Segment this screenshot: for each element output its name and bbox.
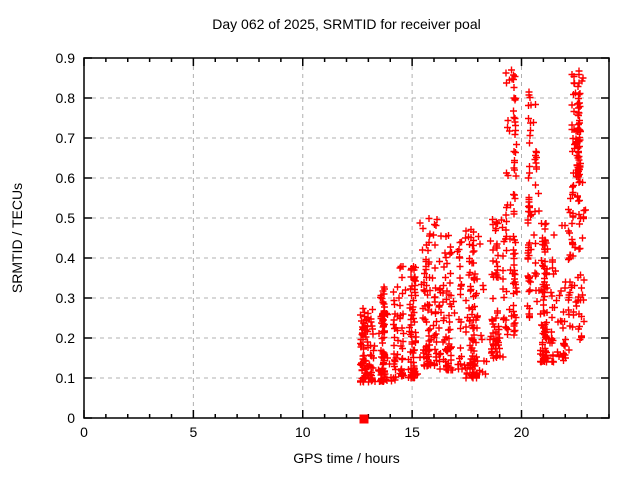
x-axis-title: GPS time / hours <box>293 450 400 466</box>
y-tick-label: 0.5 <box>56 210 76 226</box>
y-tick-label: 0.8 <box>56 90 76 106</box>
y-tick-label: 0.9 <box>56 50 76 66</box>
y-tick-label: 0.4 <box>56 250 76 266</box>
axis-ticks <box>83 57 610 419</box>
y-axis-title-text: SRMTID / TECUs <box>9 182 25 294</box>
x-tick-label: 5 <box>189 424 197 440</box>
y-tick-label: 0.1 <box>56 370 76 386</box>
chart-title: Day 062 of 2025, SRMTID for receiver poa… <box>212 16 481 32</box>
plot-border <box>83 57 610 419</box>
gridlines <box>84 58 609 418</box>
x-tick-label: 15 <box>404 424 420 440</box>
baseline-square-marker <box>359 414 369 424</box>
y-tick-label: 0.6 <box>56 170 76 186</box>
x-tick-label: 10 <box>295 424 311 440</box>
data-points <box>357 66 589 386</box>
x-tick-label: 20 <box>514 424 530 440</box>
x-tick-label: 0 <box>80 424 88 440</box>
y-tick-label: 0.7 <box>56 130 76 146</box>
y-tick-label: 0.2 <box>56 330 76 346</box>
y-tick-label: 0.3 <box>56 290 76 306</box>
y-tick-label: 0 <box>67 410 75 426</box>
